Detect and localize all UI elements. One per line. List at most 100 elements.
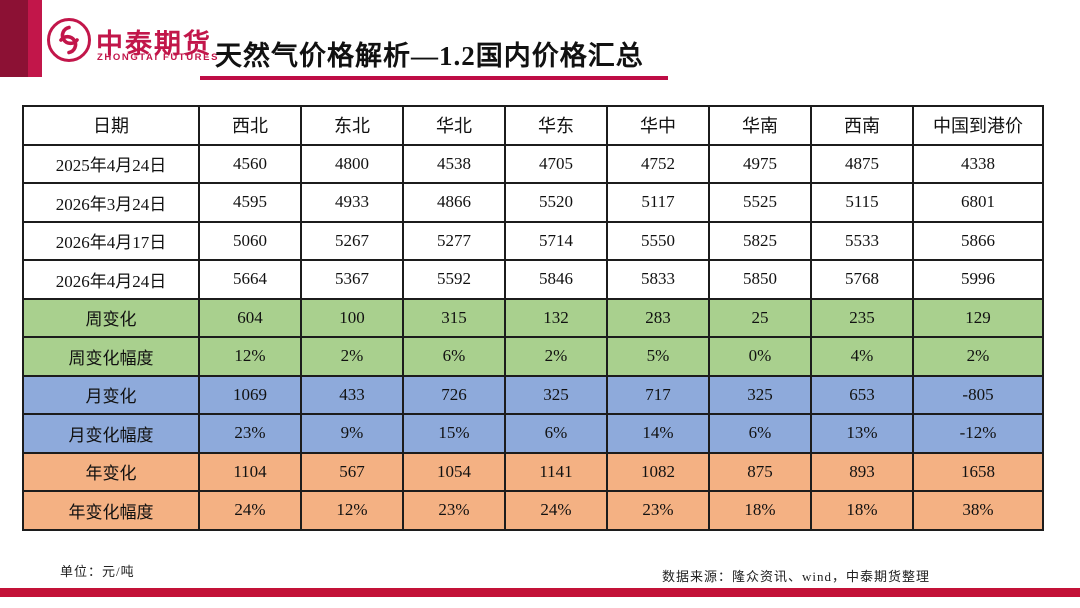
unit-note: 单位：元/吨 (60, 564, 135, 579)
table-cell: 4338 (912, 143, 1044, 184)
table-cell: 1141 (504, 451, 608, 492)
table-cell: 1658 (912, 451, 1044, 492)
table-cell: 893 (810, 451, 914, 492)
bottom-accent-bar (0, 588, 1080, 597)
row-label: 月变化 (22, 374, 200, 415)
table-cell: 6% (708, 413, 812, 454)
table-cell: 5060 (198, 220, 302, 261)
table-cell: 5850 (708, 259, 812, 300)
brand-name-en: ZHONGTAI FUTURES (97, 52, 220, 63)
table-cell: 13% (810, 413, 914, 454)
table-cell: 18% (708, 490, 812, 531)
table-row: 年变化 1104 567 1054 1141 1082 875 893 1658 (22, 451, 1044, 492)
table-cell: 5267 (300, 220, 404, 261)
table-cell: 100 (300, 297, 404, 338)
table-cell: 5833 (606, 259, 710, 300)
table-cell: 23% (402, 490, 506, 531)
table-cell: 1069 (198, 374, 302, 415)
table-cell: 5117 (606, 182, 710, 223)
table-cell: 5277 (402, 220, 506, 261)
table-cell: 5664 (198, 259, 302, 300)
table-cell: 235 (810, 297, 914, 338)
table-cell: 5520 (504, 182, 608, 223)
header-accent-bar-bright (28, 0, 42, 77)
table-cell: 6801 (912, 182, 1044, 223)
column-header: 中国到港价 (912, 105, 1044, 146)
table-cell: 5714 (504, 220, 608, 261)
table-cell: 5825 (708, 220, 812, 261)
table-cell: 4538 (402, 143, 506, 184)
row-label: 周变化幅度 (22, 336, 200, 377)
table-cell: 5592 (402, 259, 506, 300)
table-cell: 5768 (810, 259, 914, 300)
row-label: 2026年3月24日 (22, 182, 200, 223)
row-label: 周变化 (22, 297, 200, 338)
table-cell: 4800 (300, 143, 404, 184)
table-cell: 24% (504, 490, 608, 531)
table-cell: 283 (606, 297, 710, 338)
column-header: 华东 (504, 105, 608, 146)
table-cell: 4975 (708, 143, 812, 184)
table-cell: 23% (606, 490, 710, 531)
table-row: 周变化 604 100 315 132 283 25 235 129 (22, 297, 1044, 338)
table-cell: 23% (198, 413, 302, 454)
table-cell: 567 (300, 451, 404, 492)
table-cell: 1082 (606, 451, 710, 492)
table-row: 2025年4月24日 4560 4800 4538 4705 4752 4975 4875 43… (22, 143, 1044, 184)
brand-name-cn: 中泰期货 (96, 29, 212, 59)
table-cell: 12% (198, 336, 302, 377)
column-header: 华南 (708, 105, 812, 146)
table-cell: 12% (300, 490, 404, 531)
table-body: 2025年4月24日 4560 4800 4538 4705 4752 4975 4875 43… (22, 143, 1044, 531)
table-cell: 6% (504, 413, 608, 454)
table-cell: 433 (300, 374, 404, 415)
column-header: 日期 (22, 105, 200, 146)
data-source-note: 数据来源：隆众资讯、wind，中泰期货整理 (662, 569, 931, 584)
table-cell: 4933 (300, 182, 404, 223)
table-cell: 875 (708, 451, 812, 492)
table-cell: -805 (912, 374, 1044, 415)
table-cell: 325 (708, 374, 812, 415)
row-label: 2026年4月24日 (22, 259, 200, 300)
table-cell: 0% (708, 336, 812, 377)
table-cell: 129 (912, 297, 1044, 338)
column-header: 东北 (300, 105, 404, 146)
table-cell: 604 (198, 297, 302, 338)
table-cell: 9% (300, 413, 404, 454)
table-row: 2026年4月24日 5664 5367 5592 5846 5833 5850 5768 59… (22, 259, 1044, 300)
column-header: 西北 (198, 105, 302, 146)
table-cell: 4866 (402, 182, 506, 223)
row-label: 2025年4月24日 (22, 143, 200, 184)
table-cell: 25 (708, 297, 812, 338)
table-cell: 18% (810, 490, 914, 531)
header-accent-bar-dark (0, 0, 28, 77)
table-cell: 726 (402, 374, 506, 415)
table-row: 月变化幅度 23% 9% 15% 6% 14% 6% 13% -12% (22, 413, 1044, 454)
table-cell: 2% (912, 336, 1044, 377)
table-cell: 5% (606, 336, 710, 377)
table-row: 2026年4月17日 5060 5267 5277 5714 5550 5825 5533 58… (22, 220, 1044, 261)
table-cell: 4% (810, 336, 914, 377)
table-cell: 5533 (810, 220, 914, 261)
row-label: 年变化幅度 (22, 490, 200, 531)
table-cell: 717 (606, 374, 710, 415)
table-cell: 38% (912, 490, 1044, 531)
table-header-row: 日期 西北 东北 华北 华东 华中 华南 西南 中国到港价 (22, 105, 1044, 146)
table-cell: 5525 (708, 182, 812, 223)
table-cell: 2% (504, 336, 608, 377)
row-label: 年变化 (22, 451, 200, 492)
table-cell: -12% (912, 413, 1044, 454)
table-cell: 2% (300, 336, 404, 377)
table-row: 月变化 1069 433 726 325 717 325 653 -805 (22, 374, 1044, 415)
column-header: 华北 (402, 105, 506, 146)
table-cell: 4560 (198, 143, 302, 184)
table-cell: 4875 (810, 143, 914, 184)
zhongtai-logo-icon (46, 16, 92, 64)
column-header: 西南 (810, 105, 914, 146)
price-table: 日期 西北 东北 华北 华东 华中 华南 西南 中国到港价 2025年4月24日 4560 4800… (22, 105, 1044, 531)
table-cell: 5846 (504, 259, 608, 300)
column-header: 华中 (606, 105, 710, 146)
page-title: 天然气价格解析—1.2国内价格汇总 (215, 41, 644, 71)
table-cell: 5115 (810, 182, 914, 223)
